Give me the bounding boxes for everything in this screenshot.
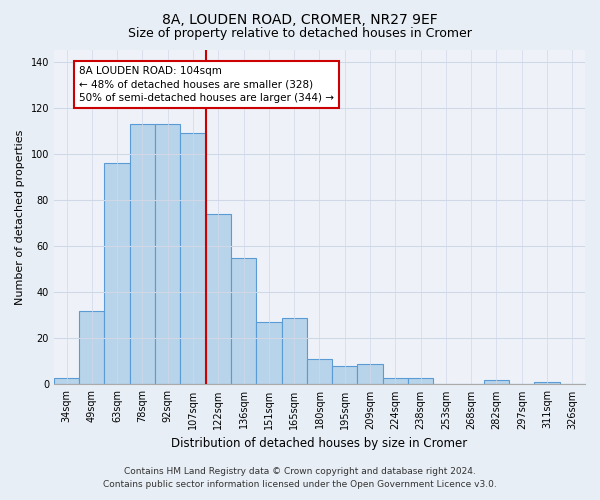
Text: Contains HM Land Registry data © Crown copyright and database right 2024.
Contai: Contains HM Land Registry data © Crown c… (103, 468, 497, 489)
Text: 8A LOUDEN ROAD: 104sqm
← 48% of detached houses are smaller (328)
50% of semi-de: 8A LOUDEN ROAD: 104sqm ← 48% of detached… (79, 66, 334, 102)
Bar (358, 364, 383, 384)
Text: Size of property relative to detached houses in Cromer: Size of property relative to detached ho… (128, 28, 472, 40)
Bar (79, 310, 104, 384)
Y-axis label: Number of detached properties: Number of detached properties (15, 130, 25, 305)
Bar (281, 318, 307, 384)
Bar (484, 380, 509, 384)
Bar (408, 378, 433, 384)
Bar (181, 133, 206, 384)
Bar (155, 124, 181, 384)
Bar (206, 214, 231, 384)
Bar (535, 382, 560, 384)
Bar (383, 378, 408, 384)
Bar (231, 258, 256, 384)
Bar (130, 124, 155, 384)
Bar (256, 322, 281, 384)
X-axis label: Distribution of detached houses by size in Cromer: Distribution of detached houses by size … (172, 437, 467, 450)
Bar (332, 366, 358, 384)
Bar (54, 378, 79, 384)
Bar (307, 359, 332, 384)
Bar (104, 163, 130, 384)
Text: 8A, LOUDEN ROAD, CROMER, NR27 9EF: 8A, LOUDEN ROAD, CROMER, NR27 9EF (162, 12, 438, 26)
